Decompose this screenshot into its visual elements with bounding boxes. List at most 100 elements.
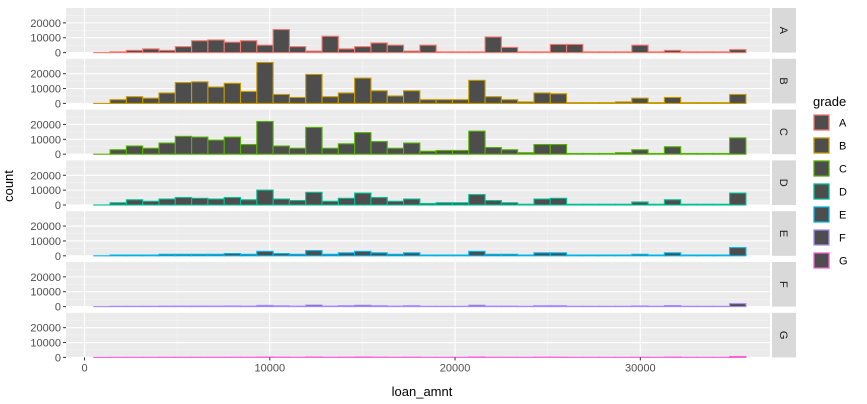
- legend-key-a: A: [813, 114, 847, 131]
- histogram-bar-c: [386, 147, 405, 155]
- histogram-bar-f: [272, 305, 290, 308]
- histogram-bar-e: [370, 252, 388, 257]
- histogram-bar-a: [158, 49, 176, 54]
- legend-key-c: C: [813, 160, 847, 177]
- histogram-bar-b: [598, 102, 617, 104]
- histogram-bar-e: [484, 253, 502, 257]
- histogram-bar-c: [468, 130, 486, 155]
- histogram-bar-a: [370, 42, 388, 54]
- y-tick-label: 20000: [30, 323, 61, 335]
- histogram-bar-e: [663, 252, 682, 257]
- histogram-bar-c: [533, 143, 551, 155]
- histogram-bar-e: [191, 253, 209, 257]
- histogram-bar-c: [566, 152, 584, 155]
- histogram-bar-d: [207, 198, 225, 206]
- histogram-bar-d: [451, 202, 470, 206]
- histogram-bar-d: [223, 197, 242, 206]
- histogram-bar-b: [109, 99, 127, 104]
- histogram-bar-d: [337, 197, 356, 206]
- legend-key-swatch: [813, 229, 830, 246]
- histogram-bar-e: [142, 254, 160, 257]
- histogram-bar-c: [647, 152, 665, 155]
- y-tick-label: 10000: [30, 33, 61, 45]
- facet-strip: [772, 109, 796, 155]
- histogram-bar-d: [712, 203, 731, 206]
- histogram-bar-c: [582, 152, 600, 155]
- facet-panel-d: 0 10000 20000 D: [30, 160, 796, 212]
- histogram-bar-c: [729, 137, 747, 155]
- histogram-bar-d: [239, 199, 258, 206]
- histogram-bar-c: [142, 147, 160, 155]
- y-tick-label: 10000: [30, 134, 61, 146]
- legend-key-swatch: [813, 183, 830, 200]
- histogram-bar-a: [109, 51, 127, 54]
- histogram-bar-c: [435, 149, 454, 155]
- histogram-bar-f: [370, 305, 388, 308]
- histogram-bar-c: [549, 143, 568, 155]
- histogram-bar-e: [354, 250, 372, 257]
- histogram-bar-d: [663, 199, 682, 206]
- legend-title: grade: [813, 94, 846, 109]
- histogram-bar-d: [598, 203, 617, 206]
- histogram-bar-f: [256, 304, 274, 308]
- histogram-bar-a: [517, 51, 535, 54]
- histogram-bar-a: [256, 44, 274, 54]
- legend-entry-label: G: [839, 256, 848, 268]
- histogram-bar-c: [500, 149, 519, 155]
- histogram-bar-e: [680, 254, 698, 257]
- histogram-bar-d: [256, 189, 274, 206]
- histogram-bar-f: [631, 305, 649, 308]
- histogram-bar-a: [207, 39, 225, 54]
- histogram-bar-b: [354, 77, 372, 104]
- y-tick-label: 20000: [30, 272, 61, 284]
- histogram-bar-d: [158, 198, 176, 206]
- histogram-bar-a: [125, 49, 144, 54]
- histogram-bar-a: [631, 44, 649, 54]
- histogram-bar-d: [517, 203, 535, 206]
- y-tick-label: 0: [55, 302, 61, 314]
- histogram-bar-d: [680, 203, 698, 206]
- histogram-bar-e: [386, 253, 405, 257]
- histogram-bar-a: [598, 51, 617, 54]
- histogram-bar-e: [239, 253, 258, 257]
- histogram-bar-a: [729, 49, 747, 54]
- y-tick-label: 0: [55, 251, 61, 263]
- histogram-bar-d: [402, 198, 421, 206]
- histogram-bar-c: [631, 149, 649, 155]
- histogram-bar-c: [598, 152, 617, 155]
- histogram-bar-b: [647, 102, 665, 104]
- histogram-bar-d: [614, 203, 633, 206]
- histogram-bar-b: [223, 82, 242, 104]
- histogram-bar-e: [614, 254, 633, 257]
- histogram-bar-d: [549, 197, 568, 206]
- y-tick-label: 20000: [30, 69, 61, 81]
- histogram-bar-e: [321, 253, 339, 257]
- histogram-bar-f: [663, 305, 682, 308]
- histogram-bar-b: [239, 90, 258, 104]
- histogram-bar-a: [239, 40, 258, 54]
- histogram-bar-b: [256, 61, 274, 104]
- x-axis: 0 10000 20000 30000: [81, 357, 656, 374]
- histogram-bar-c: [125, 145, 144, 155]
- histogram-bar-b: [631, 97, 649, 104]
- histogram-bar-d: [191, 197, 209, 206]
- facet-strip: [772, 8, 796, 53]
- histogram-bar-b: [174, 82, 193, 104]
- histogram-bar-e: [174, 253, 193, 257]
- y-tick-label: 0: [55, 98, 61, 110]
- histogram-bar-d: [435, 202, 454, 206]
- histogram-bar-g: [729, 355, 747, 358]
- histogram-bar-c: [696, 152, 714, 155]
- histogram-bar-d: [174, 197, 193, 206]
- histogram-bar-e: [337, 252, 356, 257]
- histogram-bar-d: [582, 203, 600, 206]
- histogram-bar-b: [549, 93, 568, 104]
- histogram-bar-d: [354, 192, 372, 206]
- histogram-bar-d: [305, 191, 323, 206]
- legend-entry-label: E: [839, 210, 846, 222]
- histogram-bar-d: [696, 203, 714, 206]
- histogram-bar-b: [142, 97, 160, 104]
- facet-panel-g: 0 10000 20000 G: [30, 312, 796, 364]
